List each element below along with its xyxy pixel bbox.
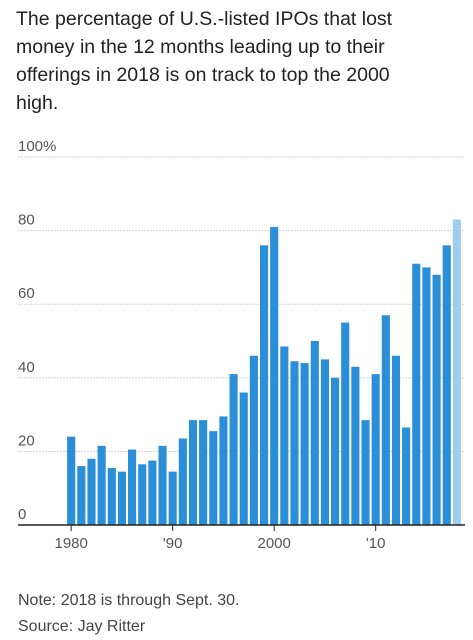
bar xyxy=(107,467,116,525)
chart-title: money in the 12 months leading up to the… xyxy=(16,36,385,58)
bar xyxy=(442,245,451,525)
bar xyxy=(290,361,299,525)
x-tick-label: 2000 xyxy=(257,535,290,552)
bar xyxy=(148,460,157,525)
y-tick-label: 20 xyxy=(18,432,35,449)
bar xyxy=(280,346,289,525)
bar xyxy=(128,449,137,525)
y-tick-label: 40 xyxy=(18,359,35,376)
bar xyxy=(199,420,208,525)
bar xyxy=(178,438,187,525)
bar xyxy=(168,471,177,525)
bar xyxy=(188,420,198,525)
y-tick-label: 0 xyxy=(18,506,26,523)
bar xyxy=(270,226,279,526)
bar xyxy=(371,374,380,525)
bar xyxy=(402,427,411,525)
bar xyxy=(391,355,401,525)
chart-title: high. xyxy=(16,92,58,114)
bar xyxy=(452,219,461,525)
bar xyxy=(77,466,86,525)
bar xyxy=(97,445,106,525)
bar xyxy=(117,471,126,525)
bar xyxy=(259,245,269,525)
x-tick-label: 1980 xyxy=(54,535,87,552)
bar xyxy=(310,341,319,525)
bar xyxy=(219,416,228,525)
chart-title: The percentage of U.S.-listed IPOs that … xyxy=(16,8,393,30)
bar xyxy=(87,458,96,525)
bar xyxy=(229,374,238,525)
bar xyxy=(381,315,390,525)
bar xyxy=(158,445,167,525)
bar xyxy=(249,355,258,525)
source: Source: Jay Ritter xyxy=(18,618,146,635)
x-tick-label: '10 xyxy=(366,535,386,552)
bar xyxy=(351,366,360,525)
bar xyxy=(138,464,147,525)
bar xyxy=(412,263,421,525)
bar xyxy=(67,436,76,525)
bar xyxy=(341,322,350,525)
y-tick-label: 80 xyxy=(18,212,35,229)
bar xyxy=(432,274,441,525)
y-tick-label: 100% xyxy=(18,138,56,155)
bar xyxy=(361,420,370,525)
note: Note: 2018 is through Sept. 30. xyxy=(18,592,239,609)
bar xyxy=(300,363,309,525)
y-tick-label: 60 xyxy=(18,285,35,302)
bar xyxy=(320,359,329,525)
bar xyxy=(331,377,340,525)
chart-title: offerings in 2018 is on track to top the… xyxy=(16,64,390,86)
bar xyxy=(422,267,431,525)
bar xyxy=(209,431,218,525)
x-tick-label: '90 xyxy=(163,535,183,552)
bar xyxy=(239,392,248,525)
